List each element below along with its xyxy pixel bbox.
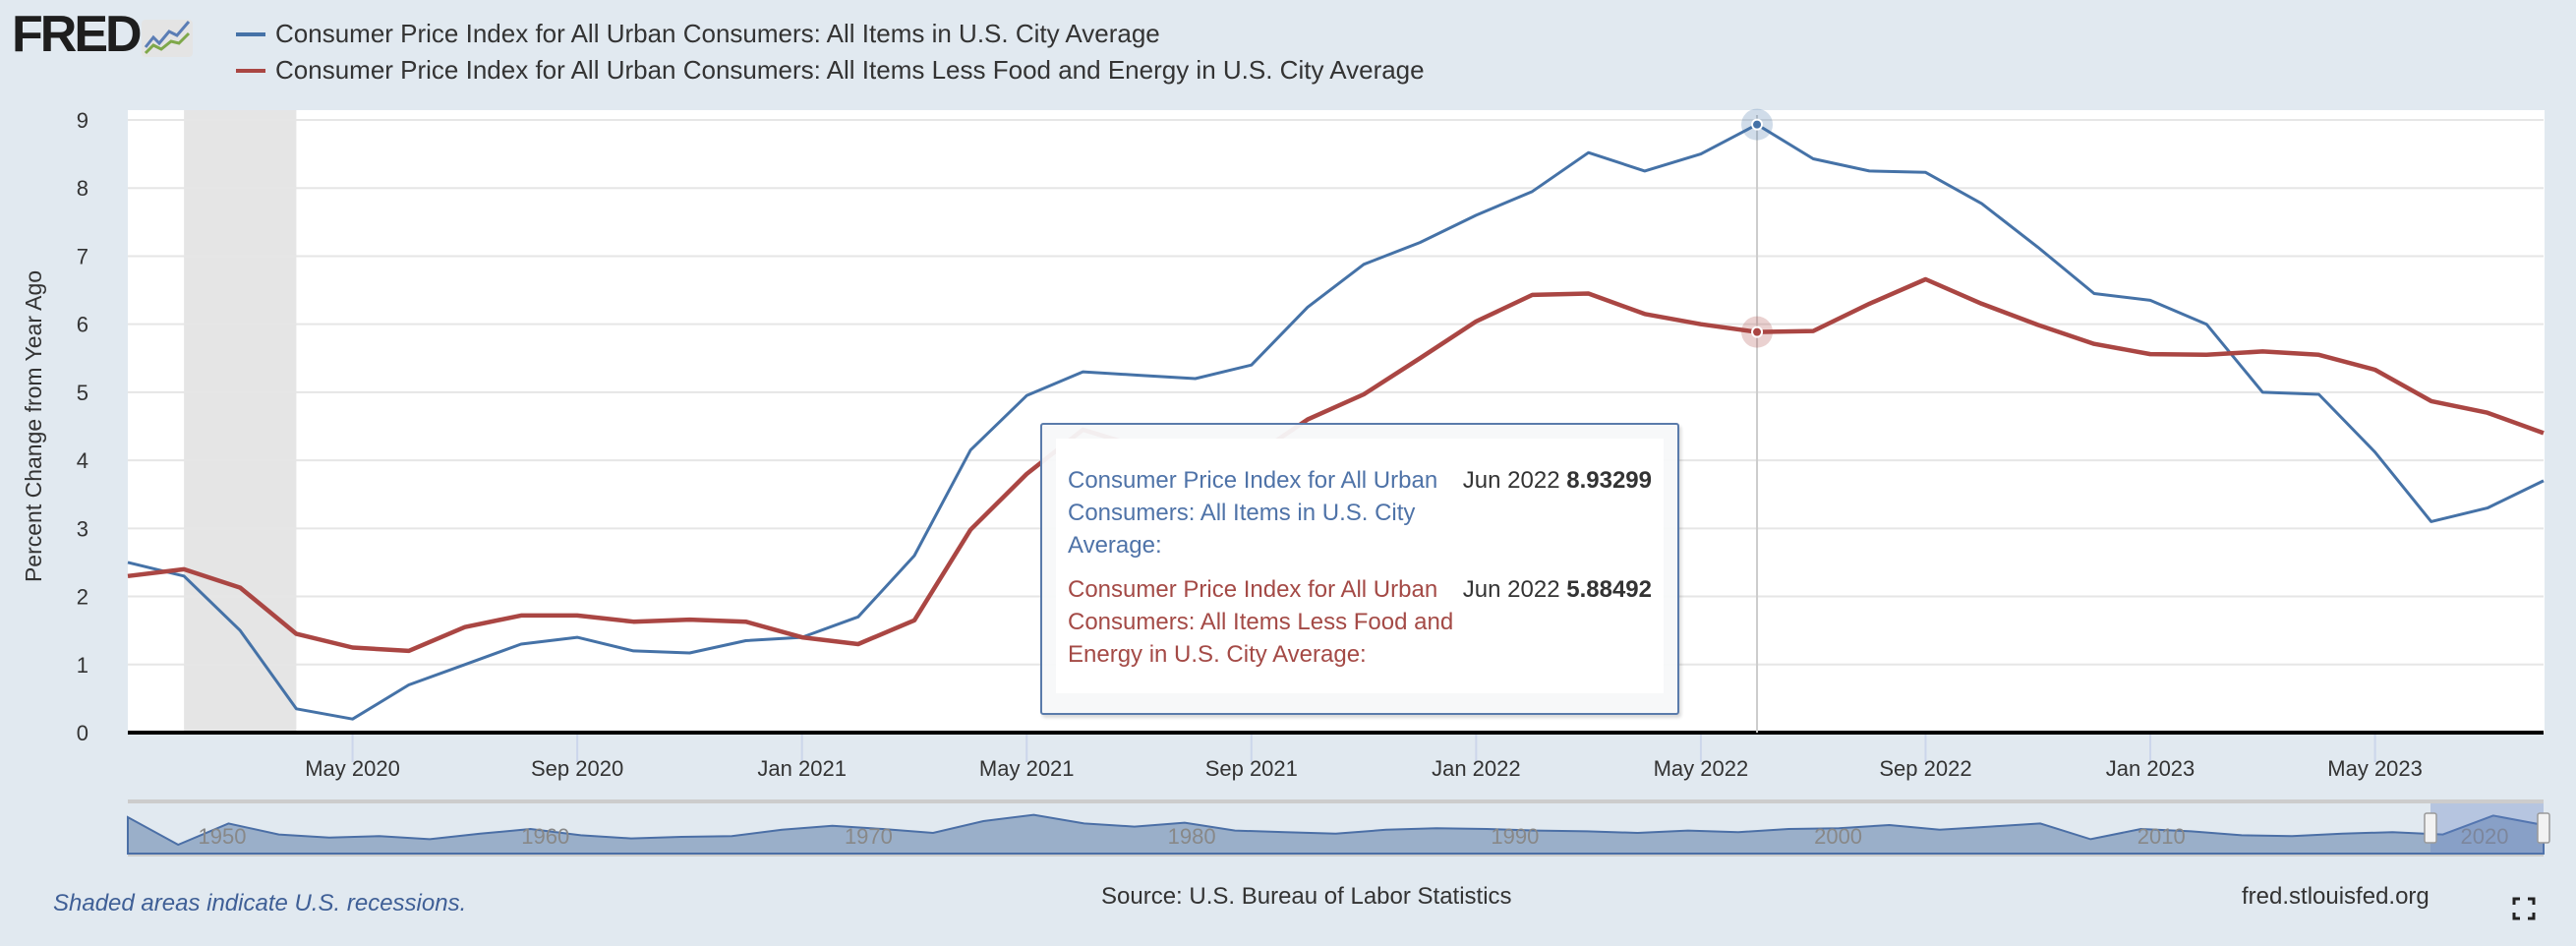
navigator-tick-label: 2000	[1814, 824, 1862, 849]
logo-text: FRED	[12, 6, 143, 63]
navigator-tick-label: 2010	[2137, 824, 2186, 849]
y-axis-title: Percent Change from Year Ago	[21, 270, 46, 582]
y-tick-label: 0	[77, 721, 88, 745]
x-tick-label: May 2020	[305, 756, 400, 781]
hover-marker	[1751, 118, 1764, 131]
y-tick-label: 9	[77, 108, 88, 133]
tooltip-value: Jun 2022 8.93299	[1463, 464, 1652, 497]
y-tick-label: 1	[77, 653, 88, 678]
y-tick-label: 8	[77, 176, 88, 201]
y-tick-label: 6	[77, 313, 88, 337]
recession-note: Shaded areas indicate U.S. recessions.	[53, 890, 467, 916]
fullscreen-icon[interactable]	[2512, 897, 2536, 920]
recession-band	[184, 110, 297, 733]
legend-label: Consumer Price Index for All Urban Consu…	[275, 55, 1425, 85]
site-link[interactable]: fred.stlouisfed.org	[2242, 883, 2430, 910]
y-tick-label: 4	[77, 448, 88, 473]
fred-logo[interactable]: FRED	[12, 6, 195, 63]
x-tick-label: Jan 2021	[757, 756, 847, 781]
x-tick-label: Jan 2023	[2106, 756, 2195, 781]
navigator-tick-label: 2020	[2461, 824, 2509, 849]
series-line-core-cpi	[127, 276, 2545, 654]
navigator-tick-label: 1960	[521, 824, 569, 849]
y-tick-label: 2	[77, 585, 88, 610]
logo-chart-icon	[141, 20, 193, 57]
y-tick-label: 3	[77, 516, 88, 541]
legend-item-cpi[interactable]: Consumer Price Index for All Urban Consu…	[236, 16, 1425, 52]
navigator-selection	[2430, 803, 2544, 854]
legend-item-core-cpi[interactable]: Consumer Price Index for All Urban Consu…	[236, 52, 1425, 89]
x-tick-label: May 2022	[1654, 756, 1749, 781]
x-tick-label: May 2023	[2327, 756, 2423, 781]
chart-legend: Consumer Price Index for All Urban Consu…	[236, 16, 1425, 89]
navigator-tick-label: 1950	[199, 824, 247, 849]
tooltip-date: Jun 2022	[1462, 467, 1560, 494]
legend-swatch	[236, 68, 265, 73]
x-tick-label: Sep 2020	[531, 756, 623, 781]
x-tick-label: Sep 2021	[1205, 756, 1298, 781]
legend-swatch	[236, 31, 265, 36]
tooltip-series-label: Consumer Price Index for All Urban Consu…	[1068, 576, 1454, 668]
hover-marker	[1751, 325, 1764, 338]
tooltip-series-label: Consumer Price Index for All Urban Consu…	[1068, 467, 1438, 559]
tooltip-number: 8.93299	[1566, 467, 1652, 494]
hover-tooltip: Consumer Price Index for All Urban Consu…	[1040, 423, 1679, 715]
source-text: Source: U.S. Bureau of Labor Statistics	[1101, 883, 1512, 910]
tooltip-date: Jun 2022	[1462, 576, 1560, 603]
navigator-tick-label: 1970	[845, 824, 893, 849]
x-tick-label: Jan 2022	[1432, 756, 1521, 781]
navigator-handle[interactable]	[2424, 812, 2437, 844]
legend-label: Consumer Price Index for All Urban Consu…	[275, 19, 1160, 48]
navigator-area	[127, 813, 2545, 855]
navigator-handle[interactable]	[2537, 812, 2550, 844]
tooltip-value: Jun 2022 5.88492	[1463, 573, 1652, 606]
series-line-cpi	[127, 123, 2545, 721]
x-tick-label: Sep 2022	[1879, 756, 1971, 781]
navigator-tick-label: 1980	[1168, 824, 1216, 849]
x-tick-label: May 2021	[979, 756, 1075, 781]
navigator-tick-label: 1990	[1491, 824, 1539, 849]
y-tick-label: 7	[77, 244, 88, 268]
y-tick-label: 5	[77, 381, 88, 405]
tooltip-number: 5.88492	[1566, 576, 1652, 603]
